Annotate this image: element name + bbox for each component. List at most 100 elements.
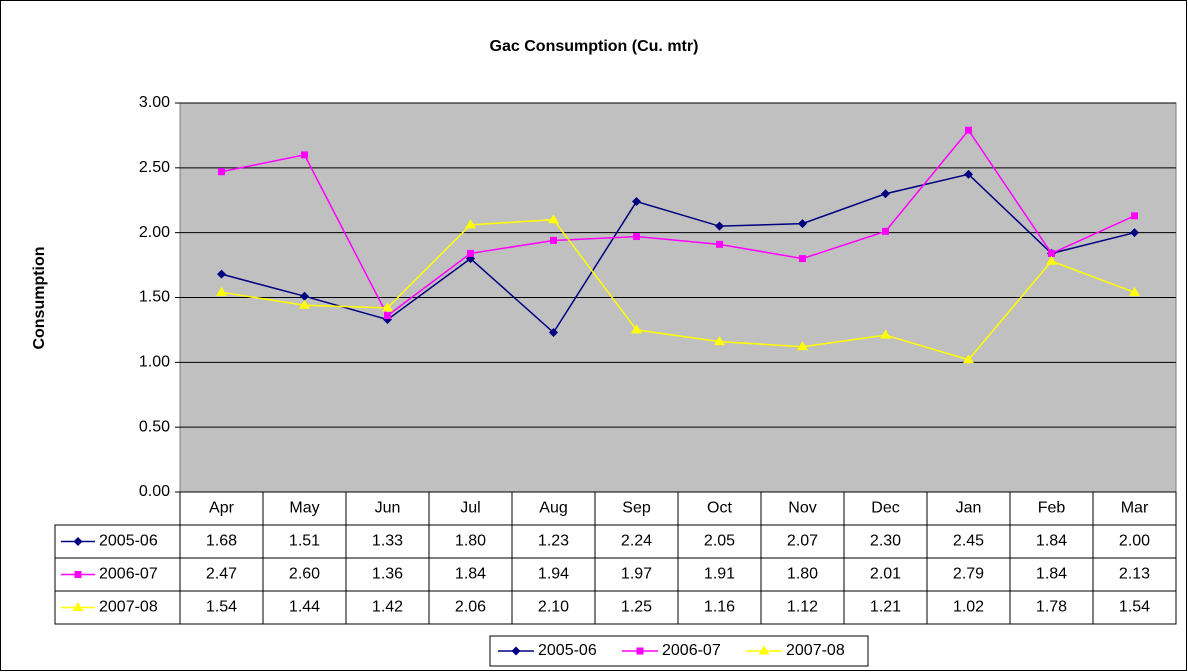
table-value: 2.30 xyxy=(870,533,901,550)
table-value: 1.84 xyxy=(1036,533,1067,550)
table-value: 2.47 xyxy=(206,566,237,583)
table-value: 2.79 xyxy=(953,566,984,583)
y-tick-label: 0.00 xyxy=(139,483,170,500)
table-key-marker xyxy=(72,602,84,611)
table-value: 1.25 xyxy=(621,599,652,616)
y-tick-label: 2.50 xyxy=(139,159,170,176)
x-tick-label: Nov xyxy=(788,500,816,517)
table-value: 1.94 xyxy=(538,566,569,583)
table-value: 1.68 xyxy=(206,533,237,550)
series-marker xyxy=(964,169,973,179)
x-tick-label: May xyxy=(289,500,319,517)
table-value: 1.33 xyxy=(372,533,403,550)
table-value: 1.80 xyxy=(455,533,486,550)
x-tick-label: Feb xyxy=(1038,500,1066,517)
series-marker xyxy=(714,336,725,346)
table-value: 2.00 xyxy=(1119,533,1150,550)
y-tick-label: 3.00 xyxy=(139,94,170,111)
series-marker xyxy=(299,299,310,309)
table-value: 2.45 xyxy=(953,533,984,550)
table-value: 1.84 xyxy=(1036,566,1067,583)
table-value: 2.07 xyxy=(787,533,818,550)
series-line xyxy=(221,218,1135,361)
series-marker xyxy=(1129,286,1140,296)
table-value: 2.60 xyxy=(289,566,320,583)
series-marker xyxy=(632,197,641,207)
legend-box xyxy=(489,635,869,667)
y-axis-label: Consumption xyxy=(31,246,48,349)
series-marker xyxy=(715,221,724,231)
table-value: 1.54 xyxy=(206,599,237,616)
table-value: 1.84 xyxy=(455,566,486,583)
table-value: 2.05 xyxy=(704,533,735,550)
legend-marker xyxy=(636,647,644,655)
table-value: 1.78 xyxy=(1036,599,1067,616)
series-marker xyxy=(1046,255,1057,265)
series-marker xyxy=(1048,249,1055,257)
table-value: 1.91 xyxy=(704,566,735,583)
series-marker xyxy=(798,219,807,229)
series-marker xyxy=(300,291,309,301)
series-marker xyxy=(549,328,558,338)
series-marker xyxy=(467,249,474,257)
chart-title: Gac Consumption (Cu. mtr) xyxy=(490,38,699,55)
series-marker xyxy=(301,151,308,159)
table-key-marker xyxy=(74,571,82,578)
table-series-name: 2005-06 xyxy=(99,533,158,550)
table-value: 2.06 xyxy=(455,599,486,616)
x-tick-label: Dec xyxy=(871,500,899,517)
series-line xyxy=(221,173,1135,334)
legend-label: 2006-07 xyxy=(662,642,721,659)
table-value: 2.10 xyxy=(538,599,569,616)
series-marker xyxy=(465,219,476,229)
table-value: 2.13 xyxy=(1119,566,1150,583)
table-value: 1.80 xyxy=(787,566,818,583)
series-marker xyxy=(797,341,808,351)
series-marker xyxy=(880,329,891,339)
table-series-name: 2006-07 xyxy=(99,566,158,583)
series-marker xyxy=(1130,228,1139,238)
table-value: 1.42 xyxy=(372,599,403,616)
table-value: 1.23 xyxy=(538,533,569,550)
table-value: 1.51 xyxy=(289,533,320,550)
x-tick-label: Jul xyxy=(460,500,480,517)
series-marker xyxy=(716,240,723,248)
legend-marker xyxy=(511,646,521,656)
series-marker xyxy=(631,324,642,334)
y-tick-label: 1.50 xyxy=(139,289,170,306)
legend-marker xyxy=(758,645,770,655)
table-value: 1.97 xyxy=(621,566,652,583)
x-tick-label: Aug xyxy=(539,500,567,517)
x-tick-label: Sep xyxy=(622,500,651,517)
series-marker xyxy=(881,189,890,199)
series-marker xyxy=(965,126,972,134)
legend-label: 2005-06 xyxy=(538,642,597,659)
series-marker xyxy=(799,255,806,263)
series-marker xyxy=(382,302,393,312)
table-value: 1.16 xyxy=(704,599,735,616)
table-value: 1.12 xyxy=(787,599,818,616)
series-marker xyxy=(963,354,974,364)
table-value: 2.01 xyxy=(870,566,901,583)
table-key-marker xyxy=(73,537,83,546)
series-marker xyxy=(550,236,557,244)
x-tick-label: Apr xyxy=(209,500,235,517)
table-series-name: 2007-08 xyxy=(99,599,158,616)
series-marker xyxy=(218,168,225,176)
x-tick-label: Jan xyxy=(956,500,982,517)
series-marker xyxy=(217,269,226,279)
series-marker xyxy=(548,214,559,224)
series-line xyxy=(221,128,1135,317)
x-tick-label: Oct xyxy=(707,500,732,517)
table-value: 1.54 xyxy=(1119,599,1150,616)
series-marker xyxy=(1131,212,1138,220)
table-value: 1.21 xyxy=(870,599,901,616)
y-tick-label: 2.00 xyxy=(139,224,170,241)
series-marker xyxy=(882,227,889,235)
y-tick-label: 1.00 xyxy=(139,354,170,371)
x-tick-label: Mar xyxy=(1121,500,1149,517)
y-tick-label: 0.50 xyxy=(139,418,170,435)
legend-label: 2007-08 xyxy=(786,642,845,659)
series-marker xyxy=(633,233,640,241)
